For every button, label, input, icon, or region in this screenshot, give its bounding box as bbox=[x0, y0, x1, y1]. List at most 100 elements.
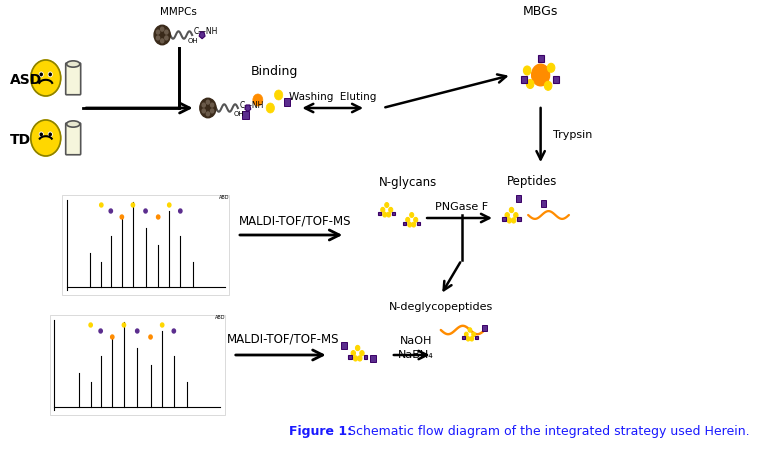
Circle shape bbox=[31, 120, 61, 156]
Text: MBGs: MBGs bbox=[523, 5, 558, 18]
Bar bbox=[537, 55, 544, 63]
Bar bbox=[363, 355, 367, 359]
Circle shape bbox=[507, 218, 511, 223]
Text: Peptides: Peptides bbox=[507, 175, 557, 188]
Bar bbox=[462, 336, 465, 339]
Text: ABD: ABD bbox=[219, 195, 229, 200]
Circle shape bbox=[387, 212, 390, 217]
Bar bbox=[541, 200, 547, 207]
Text: OH: OH bbox=[188, 38, 199, 44]
Circle shape bbox=[156, 30, 159, 34]
Circle shape bbox=[144, 209, 147, 213]
Circle shape bbox=[524, 66, 531, 75]
Circle shape bbox=[470, 337, 474, 341]
Circle shape bbox=[131, 203, 135, 207]
Text: Schematic flow diagram of the integrated strategy used Herein.: Schematic flow diagram of the integrated… bbox=[344, 426, 750, 438]
Bar bbox=[392, 212, 395, 215]
Text: MMPCs: MMPCs bbox=[160, 7, 197, 17]
Bar bbox=[482, 325, 487, 331]
Text: N-glycans: N-glycans bbox=[378, 176, 437, 189]
Circle shape bbox=[39, 72, 43, 76]
Circle shape bbox=[49, 73, 52, 76]
Circle shape bbox=[172, 329, 176, 333]
Bar bbox=[283, 98, 290, 106]
Circle shape bbox=[407, 222, 412, 227]
Circle shape bbox=[49, 133, 52, 135]
Circle shape bbox=[389, 207, 393, 212]
Circle shape bbox=[202, 103, 206, 107]
Circle shape bbox=[202, 109, 206, 113]
Circle shape bbox=[385, 202, 389, 207]
Circle shape bbox=[380, 207, 385, 212]
Circle shape bbox=[360, 351, 364, 356]
Circle shape bbox=[160, 323, 164, 327]
Circle shape bbox=[99, 203, 103, 207]
Circle shape bbox=[383, 212, 387, 217]
Circle shape bbox=[406, 217, 410, 222]
Circle shape bbox=[40, 73, 42, 76]
Circle shape bbox=[39, 132, 43, 136]
Circle shape bbox=[89, 323, 92, 327]
Text: Trypsin: Trypsin bbox=[553, 130, 592, 140]
Circle shape bbox=[531, 64, 550, 86]
Text: C—NH: C—NH bbox=[239, 100, 264, 109]
Circle shape bbox=[509, 207, 514, 212]
Bar bbox=[242, 111, 249, 119]
Circle shape bbox=[357, 356, 362, 361]
FancyBboxPatch shape bbox=[65, 123, 81, 155]
Bar bbox=[341, 342, 346, 349]
Bar bbox=[521, 76, 527, 83]
Bar bbox=[349, 355, 352, 359]
Circle shape bbox=[210, 103, 214, 107]
Circle shape bbox=[253, 94, 263, 106]
Text: ABD: ABD bbox=[215, 315, 225, 320]
Circle shape bbox=[165, 30, 168, 34]
Text: Figure 1:: Figure 1: bbox=[289, 426, 352, 438]
Circle shape bbox=[266, 103, 274, 113]
Circle shape bbox=[179, 209, 182, 213]
Bar bbox=[517, 217, 521, 221]
Circle shape bbox=[111, 335, 114, 339]
Circle shape bbox=[353, 356, 357, 361]
Circle shape bbox=[156, 36, 159, 40]
Circle shape bbox=[109, 209, 112, 213]
Circle shape bbox=[274, 90, 283, 100]
Circle shape bbox=[467, 337, 470, 341]
Circle shape bbox=[514, 212, 518, 218]
Circle shape bbox=[165, 36, 168, 40]
Circle shape bbox=[412, 222, 416, 227]
Ellipse shape bbox=[66, 121, 80, 127]
Text: NaBH₄: NaBH₄ bbox=[398, 350, 434, 360]
Text: NaOH: NaOH bbox=[400, 336, 432, 346]
Circle shape bbox=[136, 329, 139, 333]
Circle shape bbox=[210, 109, 214, 113]
Circle shape bbox=[468, 328, 472, 332]
Bar bbox=[516, 195, 521, 202]
Bar bbox=[378, 212, 381, 215]
Circle shape bbox=[464, 332, 468, 337]
Circle shape bbox=[161, 39, 164, 43]
Circle shape bbox=[206, 100, 209, 104]
Text: Washing  Eluting: Washing Eluting bbox=[289, 92, 377, 102]
Circle shape bbox=[122, 323, 126, 327]
Bar bbox=[403, 221, 407, 225]
Circle shape bbox=[99, 329, 102, 333]
Circle shape bbox=[149, 335, 152, 339]
Circle shape bbox=[49, 72, 52, 76]
Text: Binding: Binding bbox=[251, 65, 298, 78]
Circle shape bbox=[544, 81, 552, 90]
Bar bbox=[417, 221, 420, 225]
FancyBboxPatch shape bbox=[65, 63, 81, 95]
Text: MALDI-TOF/TOF-MS: MALDI-TOF/TOF-MS bbox=[226, 333, 339, 346]
Circle shape bbox=[40, 133, 42, 135]
Circle shape bbox=[356, 346, 360, 351]
Circle shape bbox=[527, 80, 534, 89]
Circle shape bbox=[120, 215, 123, 219]
Circle shape bbox=[511, 218, 516, 223]
Circle shape bbox=[505, 212, 509, 218]
Text: PNGase F: PNGase F bbox=[435, 202, 488, 212]
Text: N-deglycopeptides: N-deglycopeptides bbox=[389, 302, 493, 312]
Circle shape bbox=[413, 217, 417, 222]
Bar bbox=[475, 336, 477, 339]
Text: OH: OH bbox=[234, 111, 244, 117]
